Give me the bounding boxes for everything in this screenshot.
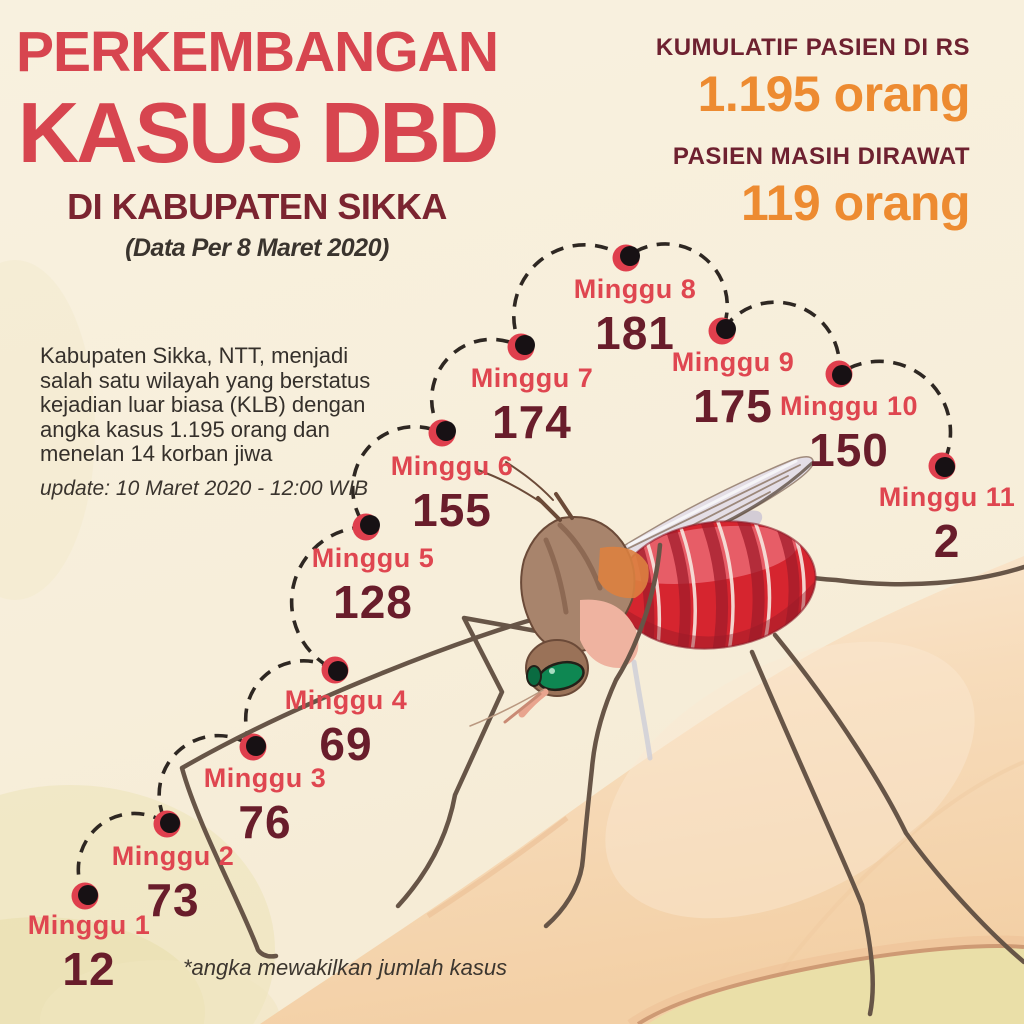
week-label: Minggu 2 [111,841,235,871]
week-label: Minggu 6 [390,451,514,481]
mosquito-legs [179,553,1024,1017]
mosquito-proboscis [518,688,549,718]
title-line-1: PERKEMBANGAN [15,20,499,84]
week-point-5: Minggu 5 128 [311,543,435,628]
week-point-2: Minggu 2 73 [111,841,235,926]
week-value: 12 [62,943,116,995]
week-point-6: Minggu 6 155 [390,451,514,536]
cumulative-patients-value: 1.195 orang [697,66,971,122]
week-value: 76 [238,796,292,848]
week-value: 69 [319,718,373,770]
week-value: 174 [492,396,572,448]
data-point-minggu-7 [507,333,535,361]
data-point-minggu-6 [428,419,456,447]
stats-block: KUMULATIF PASIEN DI RS 1.195 orang PASIE… [550,34,971,254]
footnote: *angka mewakilkan jumlah kasus [183,955,508,980]
week-point-7: Minggu 7 174 [470,363,594,448]
treated-patients-value: 119 orang [741,175,970,231]
data-point-minggu-8 [612,244,640,272]
week-value: 150 [809,424,889,476]
data-point-minggu-10 [825,360,853,388]
title-line-2: KASUS DBD [17,86,499,181]
watercolor-washes [0,260,280,1024]
week-point-8: Minggu 8 181 [573,274,697,359]
week-value: 181 [595,307,675,359]
mosquito-head [469,639,589,727]
week-label: Minggu 10 [780,391,918,421]
update-note: update: 10 Maret 2020 - 12:00 WIB [40,477,369,500]
week-value: 128 [333,576,413,628]
data-point-minggu-1 [71,882,99,910]
week-value: 73 [146,874,200,926]
data-point-markers [71,244,956,910]
data-point-minggu-4 [321,656,349,684]
week-point-1: Minggu 1 12 [27,910,151,995]
week-point-4: Minggu 4 69 [284,685,408,770]
week-point-10: Minggu 10 150 [780,391,918,476]
title-line-3: DI KABUPATEN SIKKA [67,186,447,227]
treated-patients-label: PASIEN MASIH DIRAWAT [672,143,970,170]
week-label: Minggu 3 [203,763,327,793]
title-block: PERKEMBANGAN KASUS DBD DI KABUPATEN SIKK… [0,24,514,261]
data-point-minggu-3 [239,733,267,761]
week-point-3: Minggu 3 76 [203,763,327,848]
week-label: Minggu 4 [284,685,408,715]
fingernail [648,947,1024,1024]
description-paragraph: Kabupaten Sikka, NTT, menjadi salah satu… [40,343,371,466]
skin-illustration [260,556,1024,1024]
week-label: Minggu 11 [878,482,1016,512]
week-value: 155 [412,484,492,536]
week-value: 175 [693,380,773,432]
cumulative-patients-label: KUMULATIF PASIEN DI RS [655,34,970,61]
week-label: Minggu 1 [27,910,151,940]
week-value: 2 [933,515,961,567]
skin-area [260,556,1024,1024]
title-date-note: (Data Per 8 Maret 2020) [125,234,389,262]
data-point-minggu-11 [928,452,956,480]
week-point-9: Minggu 9 175 [671,347,795,432]
mosquito-thorax [477,461,649,668]
week-label: Minggu 7 [470,363,594,393]
week-point-11: Minggu 11 2 [878,482,1016,567]
week-label: Minggu 5 [311,543,435,573]
week-label: Minggu 9 [671,347,795,377]
data-point-minggu-9 [708,317,736,345]
data-point-minggu-5 [352,513,380,541]
week-label: Minggu 8 [573,274,697,304]
data-point-minggu-2 [153,810,181,838]
